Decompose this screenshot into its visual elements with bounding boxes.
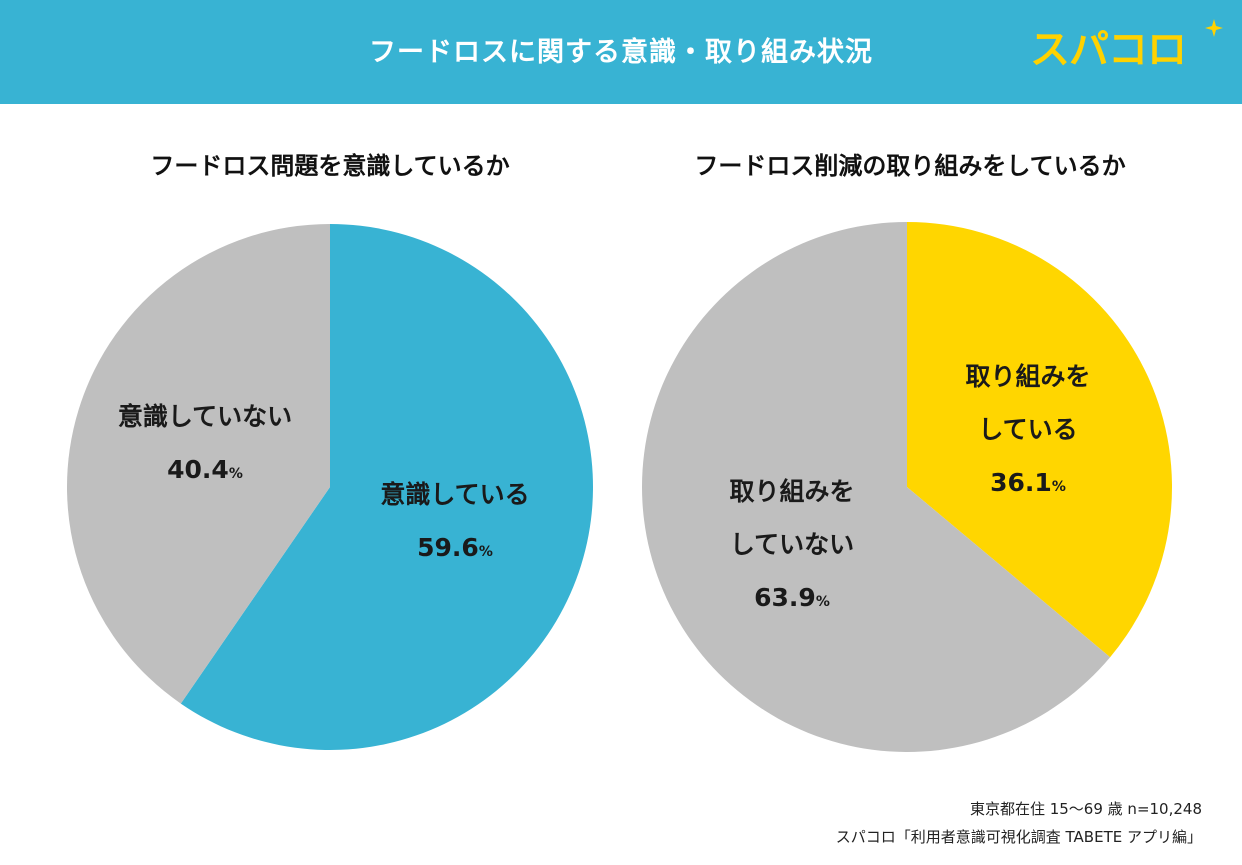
sparkle-icon <box>1205 19 1223 37</box>
pie-0-slice-1-label-0: 意識していない <box>118 402 292 431</box>
pie-1-slice-1-label-0: 取り組みを <box>729 477 854 506</box>
page-title: フードロスに関する意識・取り組み状況 <box>369 37 873 68</box>
pie-1-slice-0 <box>907 222 1173 658</box>
pie-1-slice-0-unit: % <box>1052 479 1066 495</box>
pie-0-slice-0 <box>180 224 593 750</box>
chart-title-awareness: フードロス問題を意識しているか <box>150 152 510 180</box>
pie-0-slice-0-label-0: 意識している <box>380 480 529 509</box>
pie-1-slice-0-label-0: 取り組みを <box>965 362 1090 391</box>
pie-1-slice-1-unit: % <box>816 594 830 610</box>
chart-title-action: フードロス削減の取り組みをしているか <box>694 152 1126 180</box>
source-note: スパコロ「利用者意識可視化調査 TABETE アプリ編」 <box>835 828 1202 846</box>
pie-1-slice-1 <box>642 222 1111 752</box>
sample-note: 東京都在住 15～69 歳 n=10,248 <box>969 800 1202 818</box>
brand-logo: スパコロ <box>1030 27 1187 73</box>
pie-0-slice-0-unit: % <box>479 544 493 560</box>
pie-0-slice-1 <box>67 224 330 704</box>
pie-0-slice-1-unit: % <box>229 466 243 482</box>
header-bar: フードロスに関する意識・取り組み状況 スパコロ <box>0 0 1242 104</box>
pie-1-slice-1-label-1: していない <box>730 530 854 559</box>
pie-1-slice-0-label-1: している <box>978 415 1077 444</box>
